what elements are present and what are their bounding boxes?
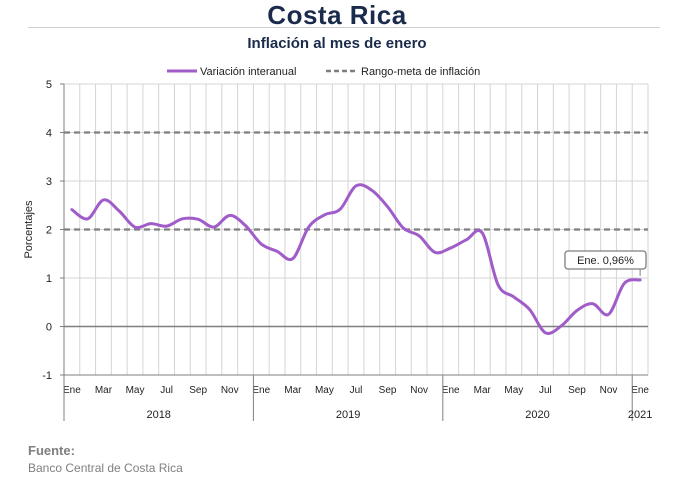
legend-label-target: Rango-meta de inflación xyxy=(361,66,480,78)
title-divider xyxy=(28,27,660,28)
x-tick-label: Sep xyxy=(379,385,397,396)
y-tick-label: 1 xyxy=(46,273,52,285)
source-label: Fuente: xyxy=(28,443,75,458)
inflation-chart: -1 0 1 2 3 4 5 Porcentajes Ene Mar May Jul Sep Nov Ene… xyxy=(23,66,652,421)
x-tick-label: Nov xyxy=(410,385,428,396)
x-tick-label: Jul xyxy=(350,385,363,396)
annotation-box xyxy=(564,250,647,270)
axes: -1 0 1 2 3 4 5 Porcentajes Ene Mar May Jul Sep Nov Ene… xyxy=(23,79,652,421)
x-tick-label: Sep xyxy=(189,385,207,396)
x-tick-label: Jul xyxy=(160,385,173,396)
year-label: 2018 xyxy=(146,409,170,421)
legend: Variación interanual Rango-meta de inflac… xyxy=(167,66,480,78)
chart-subtitle: Inflación al mes de enero xyxy=(247,35,427,52)
annotation: Ene. 0,96% xyxy=(564,250,647,276)
y-tick-label: -1 xyxy=(42,370,52,382)
chart-title: Costa Rica xyxy=(267,0,407,30)
x-tick-label: May xyxy=(504,385,523,396)
x-tick-label: May xyxy=(315,385,334,396)
x-tick-label: Nov xyxy=(600,385,618,396)
x-tick-label: May xyxy=(126,385,145,396)
y-axis-label: Porcentajes xyxy=(23,200,35,259)
source-text: Banco Central de Costa Rica xyxy=(28,461,183,475)
x-tick-label: Ene xyxy=(252,385,270,396)
y-tick-label: 2 xyxy=(46,225,52,237)
annotation-label: Ene. 0,96% xyxy=(577,255,634,267)
y-tick-label: 5 xyxy=(46,79,52,91)
x-tick-label: Ene xyxy=(63,385,81,396)
x-tick-label: Nov xyxy=(221,385,239,396)
year-label: 2020 xyxy=(525,409,549,421)
x-tick-label: Jul xyxy=(539,385,552,396)
x-tick-label: Mar xyxy=(474,385,492,396)
x-tick-label: Ene xyxy=(442,385,460,396)
year-label: 2021 xyxy=(628,409,652,421)
x-tick-label: Ene xyxy=(631,385,649,396)
legend-label-series: Variación interanual xyxy=(200,66,296,78)
x-tick-label: Mar xyxy=(95,385,113,396)
y-tick-label: 0 xyxy=(46,322,52,334)
series xyxy=(70,183,642,335)
x-tick-label: Sep xyxy=(568,385,586,396)
series-line-variacion-interanual xyxy=(70,183,642,335)
y-tick-label: 4 xyxy=(46,128,52,140)
x-tick-label: Mar xyxy=(284,385,302,396)
y-tick-label: 3 xyxy=(46,176,52,188)
year-label: 2019 xyxy=(336,409,360,421)
target-range xyxy=(64,131,648,231)
